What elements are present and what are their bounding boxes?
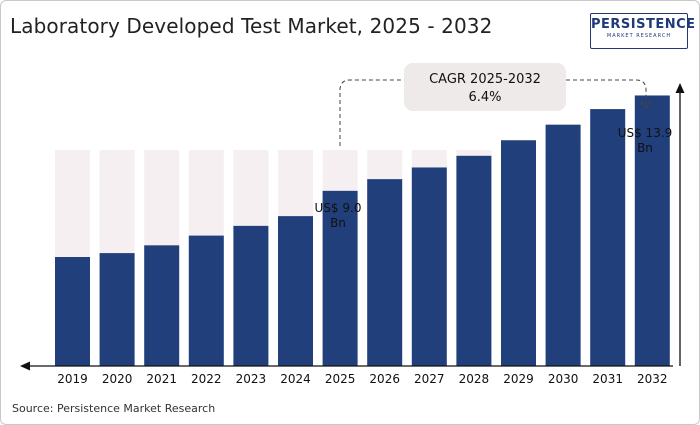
bar-2031 — [590, 109, 626, 366]
bar-2028 — [456, 155, 492, 366]
bar-2032 — [634, 95, 670, 367]
x-tick-label: 2022 — [191, 372, 222, 386]
bar-2019 — [55, 257, 90, 366]
x-tick-label: 2023 — [236, 372, 267, 386]
persistence-logo: PERSISTENCE MARKET RESEARCH — [590, 13, 696, 49]
bar-2026 — [367, 179, 403, 366]
x-tick-label: 2029 — [503, 372, 534, 386]
logo-sub-text: MARKET RESEARCH — [606, 33, 672, 39]
bar-2024 — [278, 216, 313, 366]
x-tick-label: 2020 — [102, 372, 133, 386]
chart-title: Laboratory Developed Test Market, 2025 -… — [10, 14, 493, 38]
bar-2025 — [322, 190, 358, 366]
x-tick-label: 2030 — [548, 372, 579, 386]
cagr-box — [404, 63, 566, 111]
x-tick-label: 2024 — [280, 372, 311, 386]
cagr-value: 6.4% — [468, 90, 501, 105]
x-tick-label: 2031 — [592, 372, 623, 386]
x-tick-labels: 2019 2020 2021 2022 2023 2024 2025 2026 2027 2028… — [57, 372, 667, 386]
y-axis-arrow-icon — [675, 83, 685, 93]
bar-2027 — [411, 167, 447, 366]
x-tick-label: 2021 — [146, 372, 177, 386]
callout-2032-value: US$ 13.9 — [618, 126, 673, 140]
source-note: Source: Persistence Market Research — [12, 402, 216, 415]
x-tick-label: 2026 — [369, 372, 400, 386]
logo-main-text: PERSISTENCE — [591, 17, 696, 32]
callout-2025-value: US$ 9.0 — [315, 201, 362, 215]
x-axis-arrow-icon — [20, 361, 30, 371]
callout-2032-unit: Bn — [637, 141, 653, 155]
bar-2030 — [545, 124, 581, 366]
x-tick-label: 2019 — [57, 372, 88, 386]
x-tick-label: 2025 — [325, 372, 356, 386]
bars — [55, 95, 670, 367]
cagr-label: CAGR 2025-2032 — [429, 72, 541, 87]
cagr-arrowhead-icon — [640, 100, 652, 110]
x-tick-label: 2032 — [637, 372, 668, 386]
x-tick-label: 2028 — [459, 372, 490, 386]
cagr-connector-right — [566, 79, 647, 104]
callout-2025-unit: Bn — [330, 216, 346, 230]
bar-2022 — [188, 235, 224, 366]
bar-2023 — [233, 225, 269, 366]
bar-2020 — [99, 253, 135, 366]
x-tick-label: 2027 — [414, 372, 445, 386]
cagr-connector — [339, 79, 404, 146]
bar-2029 — [501, 140, 536, 366]
bar-2021 — [144, 245, 180, 366]
